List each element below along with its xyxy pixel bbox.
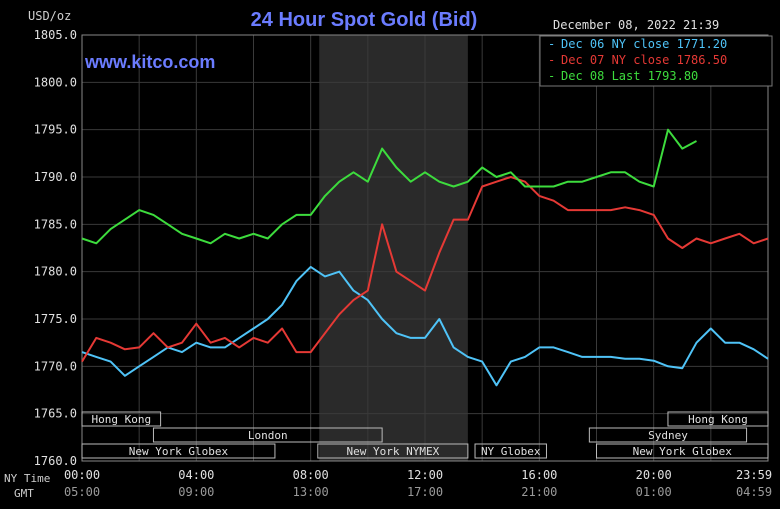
session-label: Hong Kong — [91, 413, 151, 426]
legend-item-dec06: Dec 06 NY close 1771.20 — [561, 37, 727, 51]
session-label: New York NYMEX — [346, 445, 439, 458]
x-tick-label: 16:00 — [521, 468, 557, 482]
series-line — [81, 265, 769, 387]
session-label: Sydney — [648, 429, 688, 442]
x-tick-label: 08:00 — [293, 468, 329, 482]
gmt-row-label: GMT — [14, 487, 34, 500]
y-tick-label: 1770.0 — [34, 359, 77, 373]
ny-time-row-label: NY Time — [4, 472, 50, 485]
series-line — [81, 128, 697, 245]
x-tick-label: 04:00 — [178, 468, 214, 482]
y-tick-label: 1775.0 — [34, 312, 77, 326]
session-label: London — [248, 429, 288, 442]
session-bar — [596, 443, 769, 459]
watermark: www.kitco.com — [84, 52, 215, 72]
session-bar — [81, 443, 276, 459]
legend-dot-dec07: - — [548, 53, 555, 67]
x-tick-label: 20:00 — [636, 468, 672, 482]
x-tick-label-gmt: 17:00 — [407, 485, 443, 499]
session-label: New York Globex — [129, 445, 229, 458]
x-tick-label: 12:00 — [407, 468, 443, 482]
session-bar — [474, 443, 547, 459]
session-bar — [588, 427, 748, 443]
legend-item-dec08: Dec 08 Last 1793.80 — [561, 69, 698, 83]
series-line — [81, 176, 769, 363]
session-label: NY Globex — [481, 445, 541, 458]
y-tick-label: 1805.0 — [34, 28, 77, 42]
session-bar — [317, 443, 469, 459]
y-unit-label: USD/oz — [28, 9, 71, 23]
legend-box — [539, 35, 773, 87]
x-tick-label-gmt: 01:00 — [636, 485, 672, 499]
x-tick-label-gmt: 05:00 — [64, 485, 100, 499]
x-tick-label: 23:59 — [736, 468, 772, 482]
x-tick-label-gmt: 04:59 — [736, 485, 772, 499]
x-tick-label-gmt: 13:00 — [293, 485, 329, 499]
chart-title: 24 Hour Spot Gold (Bid) — [251, 9, 478, 31]
session-label: New York Globex — [633, 445, 733, 458]
session-bar — [152, 427, 383, 443]
y-tick-label: 1780.0 — [34, 265, 77, 279]
y-tick-label: 1800.0 — [34, 75, 77, 89]
session-bar — [667, 411, 769, 427]
shaded-region — [319, 35, 468, 461]
y-tick-label: 1760.0 — [34, 454, 77, 468]
x-tick-label-gmt: 21:00 — [521, 485, 557, 499]
timestamp: December 08, 2022 21:39 — [553, 18, 719, 32]
legend: - Dec 06 NY close 1771.20 - Dec 07 NY cl… — [539, 35, 773, 87]
legend-dot-dec08: - — [548, 69, 555, 83]
legend-dot-dec06: - — [548, 37, 555, 51]
plot-frame — [81, 34, 769, 462]
y-tick-label: 1795.0 — [34, 123, 77, 137]
y-tick-label: 1765.0 — [34, 407, 77, 421]
session-label: Hong Kong — [688, 413, 748, 426]
x-tick-label: 00:00 — [64, 468, 100, 482]
x-tick-label-gmt: 09:00 — [178, 485, 214, 499]
session-bar — [81, 411, 162, 427]
y-tick-label: 1785.0 — [34, 217, 77, 231]
y-tick-label: 1790.0 — [34, 170, 77, 184]
legend-item-dec07: Dec 07 NY close 1786.50 — [561, 53, 727, 67]
